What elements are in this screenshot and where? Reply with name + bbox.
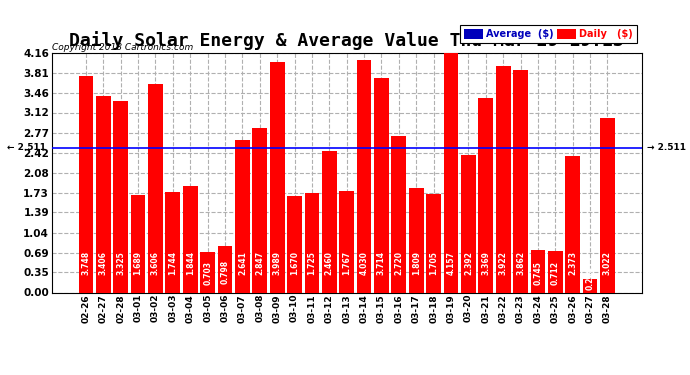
Bar <box>322 151 337 292</box>
Text: 1.767: 1.767 <box>342 251 351 275</box>
Text: → 2.511: → 2.511 <box>647 143 687 152</box>
Legend: Average  ($), Daily   ($): Average ($), Daily ($) <box>460 25 637 43</box>
Bar <box>96 96 110 292</box>
Text: 4.030: 4.030 <box>359 251 368 275</box>
Bar <box>374 78 389 292</box>
Text: 0.745: 0.745 <box>533 261 542 285</box>
Text: 0.798: 0.798 <box>221 260 230 284</box>
Bar <box>235 140 250 292</box>
Text: ← 2.511: ← 2.511 <box>7 143 46 152</box>
Title: Daily Solar Energy & Average Value Thu Mar 29 19:13: Daily Solar Energy & Average Value Thu M… <box>70 31 624 50</box>
Text: 2.720: 2.720 <box>395 251 404 275</box>
Text: 3.748: 3.748 <box>81 251 90 275</box>
Bar <box>200 252 215 292</box>
Text: 3.862: 3.862 <box>516 251 525 275</box>
Bar <box>79 76 93 292</box>
Bar <box>113 100 128 292</box>
Bar <box>531 249 545 292</box>
Text: 3.989: 3.989 <box>273 251 282 275</box>
Text: Copyright 2018 Cartronics.com: Copyright 2018 Cartronics.com <box>52 43 193 52</box>
Bar <box>304 193 319 292</box>
Bar <box>130 195 146 292</box>
Text: 0.238: 0.238 <box>586 266 595 290</box>
Bar <box>565 156 580 292</box>
Bar <box>478 98 493 292</box>
Text: 1.670: 1.670 <box>290 251 299 275</box>
Text: 3.922: 3.922 <box>499 251 508 275</box>
Text: 1.705: 1.705 <box>429 251 438 275</box>
Bar <box>513 70 528 292</box>
Bar <box>339 190 354 292</box>
Text: 1.844: 1.844 <box>186 251 195 275</box>
Bar <box>357 60 371 292</box>
Bar <box>148 84 163 292</box>
Bar <box>583 279 598 292</box>
Text: 1.725: 1.725 <box>308 251 317 275</box>
Text: 2.641: 2.641 <box>238 251 247 275</box>
Bar <box>391 136 406 292</box>
Text: 3.325: 3.325 <box>116 252 125 275</box>
Bar <box>548 251 563 292</box>
Bar <box>253 128 267 292</box>
Text: 3.714: 3.714 <box>377 251 386 275</box>
Text: 1.689: 1.689 <box>134 251 143 275</box>
Text: 4.157: 4.157 <box>446 251 455 275</box>
Text: 3.606: 3.606 <box>151 251 160 275</box>
Text: 3.369: 3.369 <box>482 251 491 275</box>
Text: 3.022: 3.022 <box>603 251 612 275</box>
Text: 1.809: 1.809 <box>412 251 421 275</box>
Bar <box>183 186 197 292</box>
Text: 1.744: 1.744 <box>168 251 177 275</box>
Text: 0.712: 0.712 <box>551 261 560 285</box>
Text: 3.406: 3.406 <box>99 251 108 275</box>
Text: 2.847: 2.847 <box>255 251 264 275</box>
Bar <box>426 194 441 292</box>
Bar <box>166 192 180 292</box>
Text: 2.460: 2.460 <box>325 251 334 275</box>
Bar <box>409 188 424 292</box>
Bar <box>444 53 458 292</box>
Bar <box>270 62 284 292</box>
Bar <box>287 196 302 292</box>
Bar <box>461 154 476 292</box>
Bar <box>496 66 511 292</box>
Bar <box>600 118 615 292</box>
Text: 0.703: 0.703 <box>203 261 212 285</box>
Bar <box>217 246 233 292</box>
Text: 2.373: 2.373 <box>569 251 578 275</box>
Text: 2.392: 2.392 <box>464 251 473 275</box>
